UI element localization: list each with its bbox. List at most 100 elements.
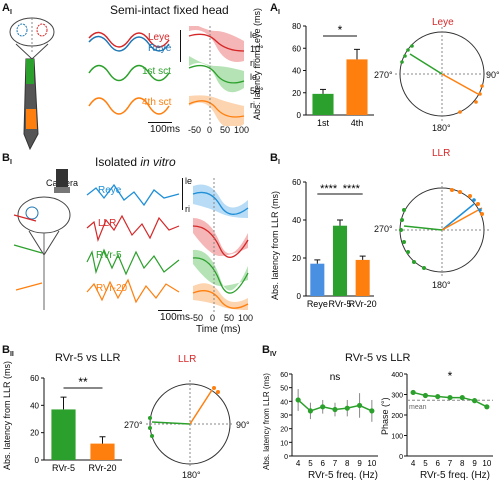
- trace-label-llr: LLR: [98, 218, 117, 229]
- a1-scale-le2: le: [250, 72, 258, 82]
- x-tick-label: RVr-20: [349, 299, 377, 309]
- b1-scale-ri: ri: [185, 204, 190, 214]
- y-tick-label: 0: [399, 454, 403, 461]
- significance-marker: **: [78, 375, 88, 389]
- x-tick-label: 8: [460, 459, 465, 468]
- y-tick-label: 40: [280, 399, 288, 406]
- y-tick-label: 300: [391, 393, 403, 400]
- a1-scale-ri: ri: [250, 58, 255, 68]
- significance-marker: *: [448, 369, 453, 383]
- x-tick-label: 9: [357, 459, 362, 468]
- data-point: [410, 389, 416, 396]
- bii-polar-top: LLR: [178, 354, 197, 365]
- significance-marker: ****: [343, 183, 361, 195]
- bii-title: RVr-5 vs LLR: [55, 352, 121, 364]
- biv-line-left: 0 10 20 30 40 50 60 4 5 6 7 8 9 10 ns: [280, 372, 378, 468]
- b1-tick-m50: -50: [190, 313, 204, 323]
- panel-a1-title: Semi-intact fixed head: [110, 3, 229, 17]
- y-tick-label: 10: [280, 440, 288, 447]
- a1-averages: [188, 26, 245, 126]
- data-point: [471, 398, 478, 404]
- a1-bar-chart: 0 20 40 60 80 1st 4th *: [292, 22, 374, 128]
- bar-RVr-5: [332, 225, 348, 296]
- mean-label: mean: [409, 404, 427, 411]
- a1-scale-ri2: ri: [250, 100, 255, 110]
- x-tick-label: 6: [320, 459, 325, 468]
- y-tick-label: 30: [280, 413, 288, 420]
- x-tick-label: 5: [308, 459, 313, 468]
- x-tick-label: RVr-5: [328, 299, 351, 309]
- trace-label-reye: Reye: [148, 43, 172, 54]
- data-point: [307, 408, 314, 414]
- panel-tag-a1-bar: AI: [270, 2, 280, 17]
- b1-bar-ylabel: Abs. latency from LLR (ms): [270, 190, 280, 300]
- b1-traces: [86, 183, 180, 304]
- a1-tick-50: 50: [220, 125, 231, 135]
- y-tick-label: 20: [280, 427, 288, 434]
- significance-marker: *: [338, 23, 343, 37]
- y-tick-label: 100: [391, 434, 403, 441]
- trace-label-4th: 4th sct: [142, 97, 172, 108]
- x-tick-label: 10: [482, 459, 491, 468]
- fish-schematic-a: [9, 17, 55, 151]
- bar-RVr-20: [355, 259, 370, 296]
- y-tick-label: 0: [284, 454, 288, 461]
- x-tick-label: 10: [367, 459, 376, 468]
- trace-label-leye: Leye: [148, 32, 170, 43]
- data-point: [484, 404, 490, 410]
- y-tick-label: 20: [292, 89, 301, 98]
- a1-amp-scalebar: [180, 30, 181, 62]
- y-tick-label: 50: [280, 386, 288, 393]
- b1-tick-0: 0: [210, 313, 216, 323]
- x-tick-label: RVr-20: [88, 463, 116, 473]
- a1-tick-0: 0: [207, 125, 213, 135]
- biv-title: RVr-5 vs LLR: [345, 352, 411, 364]
- bii-polar-right: 90°: [236, 420, 250, 430]
- a1-polar-right: 90°: [486, 70, 500, 80]
- bii-polar-bottom: 180°: [182, 470, 201, 480]
- x-tick-label: 6: [435, 459, 440, 468]
- b1-scale-le: le: [185, 176, 193, 186]
- b1-xlabel: Time (ms): [196, 324, 241, 335]
- y-tick-label: 60: [292, 44, 301, 53]
- b1-amp-scalebar: [182, 178, 183, 210]
- data-point: [295, 397, 301, 403]
- b1-averages: [192, 178, 249, 313]
- b1-tick-100: 100: [238, 313, 254, 323]
- data-point: [332, 406, 338, 413]
- a1-tick-m50: -50: [188, 125, 202, 135]
- biv-xlabel-left: RVr-5 freq. (Hz): [308, 470, 379, 481]
- y-tick-label: 40: [292, 216, 301, 225]
- bar-1st: [312, 93, 334, 115]
- b1-polar-bottom: 180°: [432, 280, 451, 290]
- data-point: [435, 393, 441, 400]
- a1-scale-le: le: [250, 30, 258, 40]
- y-tick-label: 40: [292, 67, 301, 76]
- a1-tick-100: 100: [234, 125, 250, 135]
- trace-label-1st: 1st sct: [142, 66, 171, 77]
- biv-xlabel-right: RVr-5 freq. (Hz): [420, 470, 491, 481]
- fish-schematic-b: [13, 169, 71, 310]
- b1-tick-50: 50: [224, 313, 235, 323]
- x-tick-label: 8: [345, 459, 350, 468]
- x-tick-label: 7: [448, 459, 453, 468]
- bar-Reye: [310, 263, 325, 296]
- a1-traces: [88, 31, 170, 115]
- x-tick-label: 5: [423, 459, 428, 468]
- a1-polar-bottom: 180°: [432, 123, 451, 133]
- panel-tag-b1: BI: [2, 152, 12, 167]
- y-tick-label: 60: [30, 374, 39, 383]
- x-tick-label: 4: [411, 459, 416, 468]
- x-tick-label: 1st: [317, 118, 330, 128]
- significance-marker: ****: [320, 183, 338, 195]
- trace-label-rvr5: RVr-5: [96, 250, 122, 261]
- y-tick-label: 60: [280, 372, 288, 379]
- y-tick-label: 20: [292, 254, 301, 263]
- y-tick-label: 0: [297, 111, 302, 120]
- x-tick-label: RVr-5: [52, 463, 75, 473]
- b1-polar-left: 270°: [374, 224, 393, 234]
- a1-polar-top: Leye: [432, 17, 454, 28]
- data-point: [356, 402, 363, 409]
- trace-label-rvr20: RVr-20: [96, 283, 128, 294]
- b1-time-scalebar: [158, 310, 182, 311]
